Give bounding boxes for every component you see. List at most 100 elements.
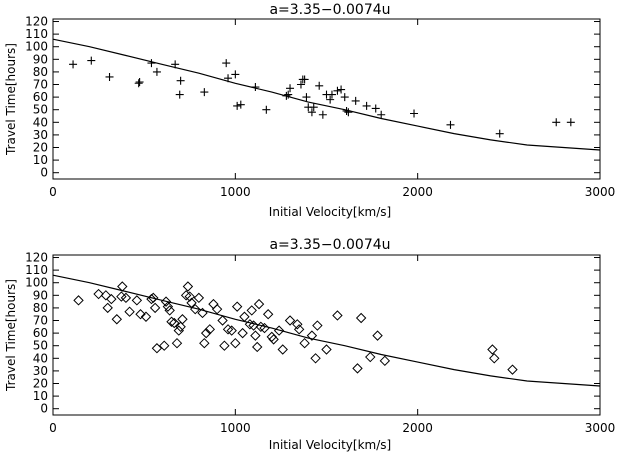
data-point-diamond — [106, 293, 117, 305]
y-tick-label: 10 — [33, 389, 48, 403]
data-point-diamond — [160, 296, 172, 307]
chart-bottom: a=3.35−0.0074u 0 1000 2000 3000 01020304050… — [4, 237, 615, 452]
data-point-plus — [105, 72, 114, 81]
data-point-diamond — [262, 309, 274, 320]
data-point-diamond — [299, 337, 310, 349]
data-point-plus — [296, 80, 305, 89]
chart-title: a=3.35−0.0074u — [269, 2, 390, 18]
data-point-plus — [152, 67, 161, 76]
data-point-diamond — [255, 321, 267, 333]
data-point-diamond — [273, 325, 285, 336]
data-point-plus — [307, 108, 316, 117]
data-point-diamond — [151, 343, 163, 354]
x-tick-label: 1000 — [220, 421, 251, 435]
y-tick-label: 80 — [33, 301, 48, 315]
y-tick-label: 60 — [33, 90, 48, 104]
data-point-diamond — [208, 298, 219, 310]
data-point-plus — [362, 101, 371, 110]
data-point-diamond — [171, 337, 183, 349]
data-point-diamond — [284, 315, 296, 326]
data-point-diamond — [175, 321, 186, 333]
y-tick-label: 120 — [25, 251, 48, 265]
data-point-diamond — [237, 327, 248, 339]
data-point-plus — [552, 118, 561, 127]
y-tick-label: 120 — [25, 15, 48, 29]
data-point-diamond — [148, 292, 159, 304]
data-point-plus — [342, 106, 351, 115]
data-point-plus — [309, 103, 318, 112]
data-point-diamond — [177, 314, 188, 325]
data-point-plus — [282, 91, 291, 100]
data-point-diamond — [131, 295, 143, 306]
data-point-diamond — [124, 306, 135, 317]
data-point-diamond — [352, 363, 363, 374]
y-tick-label: 0 — [40, 166, 48, 180]
data-point-plus — [222, 59, 231, 68]
data-point-plus — [236, 100, 245, 109]
data-point-plus — [351, 96, 360, 105]
x-tick-label: 0 — [49, 185, 57, 199]
data-point-plus — [147, 59, 156, 68]
data-point-plus — [371, 104, 380, 113]
plot-frame — [52, 18, 601, 180]
y-tick-label: 60 — [33, 326, 48, 340]
data-point-diamond — [211, 303, 223, 315]
y-tick-label: 0 — [40, 402, 48, 416]
y-tick-label: 40 — [33, 351, 48, 365]
data-point-diamond — [489, 353, 500, 364]
data-point-plus — [175, 90, 184, 99]
data-point-diamond — [197, 307, 208, 319]
y-axis-label: Travel Time[hours] — [4, 43, 18, 156]
data-point-diamond — [166, 316, 177, 327]
data-point-plus — [315, 81, 324, 90]
data-point-plus — [262, 105, 271, 114]
y-axis-label: Travel Time[hours] — [4, 279, 18, 392]
data-point-diamond — [190, 303, 201, 315]
data-point-diamond — [226, 325, 237, 336]
data-point-diamond — [73, 295, 84, 306]
data-point-diamond — [312, 320, 323, 331]
x-ticks: 0 1000 2000 3000 — [49, 255, 615, 435]
data-point-plus — [233, 101, 242, 110]
y-tick-label: 20 — [33, 141, 48, 155]
data-point-diamond — [173, 325, 185, 336]
y-tick-label: 70 — [33, 314, 48, 328]
data-point-diamond — [231, 301, 243, 312]
data-point-diamond — [162, 301, 174, 312]
data-point-diamond — [164, 305, 175, 316]
data-point-plus — [566, 118, 575, 127]
data-point-diamond — [292, 319, 303, 330]
data-point-diamond — [248, 320, 259, 331]
data-markers — [69, 56, 575, 138]
data-point-plus — [333, 86, 342, 95]
data-point-diamond — [372, 330, 383, 341]
data-point-diamond — [180, 290, 192, 301]
data-point-plus — [251, 83, 260, 92]
data-point-plus — [286, 84, 295, 93]
data-point-plus — [284, 90, 293, 99]
data-point-plus — [326, 95, 335, 104]
data-point-diamond — [222, 324, 234, 335]
x-tick-label: 1000 — [220, 185, 251, 199]
data-point-diamond — [244, 319, 256, 330]
x-tick-label: 3000 — [585, 185, 616, 199]
data-point-diamond — [199, 337, 210, 349]
data-point-diamond — [230, 337, 241, 349]
data-point-diamond — [102, 302, 113, 314]
data-point-plus — [410, 109, 419, 118]
y-tick-label: 20 — [33, 377, 48, 391]
y-tick-label: 80 — [33, 65, 48, 79]
x-axis-label: Initial Velocity[km/s] — [269, 438, 391, 452]
data-point-plus — [200, 88, 209, 97]
data-point-plus — [302, 93, 311, 102]
data-point-diamond — [250, 330, 261, 341]
data-point-diamond — [277, 344, 288, 355]
data-point-diamond — [200, 327, 212, 339]
data-point-diamond — [111, 314, 123, 325]
data-point-diamond — [186, 297, 197, 309]
x-tick-label: 3000 — [585, 421, 616, 435]
data-point-diamond — [120, 292, 132, 304]
data-point-diamond — [310, 353, 321, 364]
